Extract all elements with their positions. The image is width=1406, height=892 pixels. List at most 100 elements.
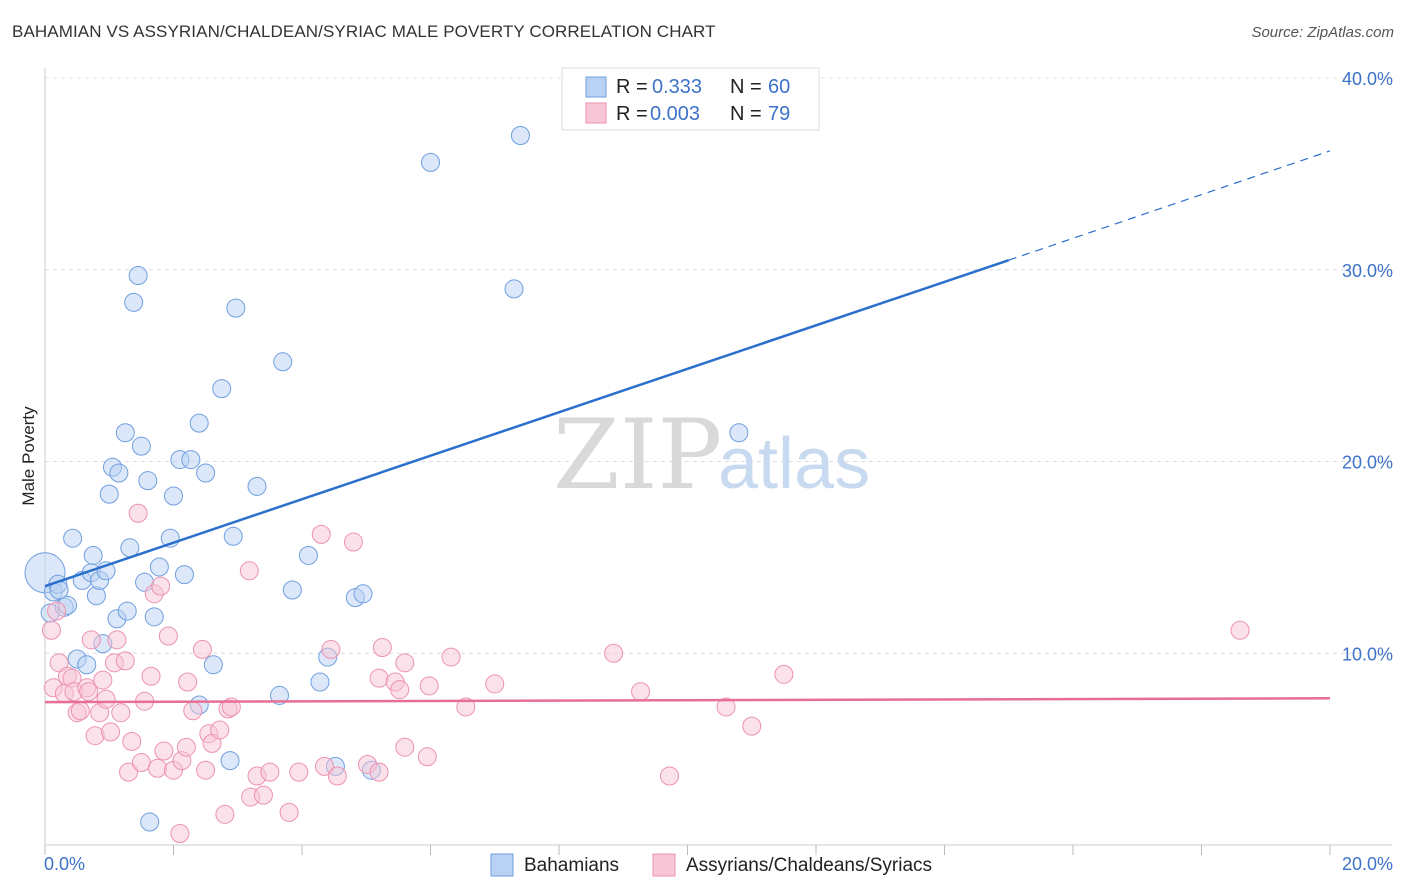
x-tick-label-0: 0.0% — [44, 854, 85, 874]
chart-title: BAHAMIAN VS ASSYRIAN/CHALDEAN/SYRIAC MAL… — [12, 22, 716, 41]
legend-top: R = 0.333 N = 60 R = 0.003 N = 79 — [561, 67, 820, 131]
point-assyrians-56 — [321, 639, 341, 659]
point-assyrians-62 — [372, 637, 392, 657]
point-assyrians-17 — [101, 722, 121, 742]
point-assyrians-16 — [96, 689, 116, 709]
axis-layer — [44, 68, 1392, 855]
point-bahamians-44 — [226, 298, 246, 318]
legend-bottom: Bahamians Assyrians/Chaldeans/Syriacs — [490, 853, 932, 877]
point-bahamians-33 — [164, 486, 183, 506]
point-bahamians-26 — [131, 436, 151, 456]
legend-n-label-1: N = — [730, 103, 762, 125]
point-bahamians-41 — [212, 379, 232, 399]
point-assyrians-54 — [311, 524, 331, 544]
bottom-legend-label-bahamians: Bahamians — [524, 855, 619, 876]
point-assyrians-68 — [419, 676, 439, 696]
legend-n-value-0: 60 — [768, 76, 790, 98]
point-assyrians-72 — [604, 643, 624, 663]
point-assyrians-36 — [176, 737, 196, 757]
trend-layer — [44, 150, 1331, 704]
point-assyrians-22 — [119, 762, 139, 782]
watermark: ZIP atlas — [553, 399, 870, 511]
labels-layer: 10.0% 20.0% 30.0% 40.0% 0.0% 20.0% — [44, 69, 1393, 874]
point-assyrians-64 — [390, 680, 410, 700]
point-bahamians-10 — [77, 655, 97, 675]
trendline-bahamians-extension — [1008, 150, 1331, 261]
point-assyrians-25 — [131, 753, 151, 773]
point-bahamians-54 — [353, 584, 373, 604]
legend-r-value-0: 0.333 — [652, 76, 702, 98]
point-bahamians-24 — [124, 292, 144, 312]
point-assyrians-70 — [456, 697, 476, 717]
point-bahamians-25 — [128, 266, 148, 286]
point-assyrians-39 — [192, 639, 212, 659]
point-bahamians-37 — [189, 413, 209, 433]
point-bahamians-58 — [510, 126, 530, 146]
point-bahamians-19 — [109, 463, 129, 483]
point-bahamians-56 — [421, 152, 440, 172]
point-assyrians-27 — [141, 666, 161, 686]
point-bahamians-46 — [273, 352, 293, 372]
point-assyrians-67 — [417, 747, 437, 767]
point-assyrians-75 — [716, 697, 736, 717]
point-assyrians-30 — [151, 576, 171, 596]
point-assyrians-11 — [79, 682, 99, 702]
point-assyrians-48 — [239, 561, 259, 581]
legend-n-label-0: N = — [730, 76, 762, 98]
point-bahamians-50 — [310, 672, 330, 692]
point-assyrians-44 — [215, 804, 235, 824]
point-assyrians-60 — [369, 762, 389, 782]
legend-swatch-assyrians — [585, 102, 607, 124]
point-assyrians-66 — [395, 653, 415, 673]
point-bahamians-35 — [174, 565, 194, 585]
point-assyrians-69 — [441, 647, 461, 667]
legend-n-value-1: 79 — [768, 103, 790, 125]
point-assyrians-37 — [178, 672, 198, 692]
point-assyrians-51 — [260, 762, 280, 782]
trendline-assyrians — [44, 697, 1331, 704]
point-assyrians-71 — [485, 674, 505, 694]
point-bahamians-47 — [282, 580, 302, 600]
point-assyrians-57 — [327, 766, 347, 786]
point-assyrians-74 — [660, 766, 680, 786]
point-assyrians-20 — [111, 703, 131, 723]
point-bahamians-29 — [140, 812, 160, 832]
point-bahamians-12 — [83, 545, 103, 565]
point-assyrians-77 — [774, 664, 794, 684]
legend-swatch-bahamians — [585, 76, 607, 98]
point-assyrians-21 — [115, 651, 135, 671]
point-bahamians-28 — [138, 471, 158, 491]
legend-r-label-1: R = — [616, 103, 648, 125]
point-assyrians-55 — [314, 756, 334, 776]
point-bahamians-49 — [298, 545, 318, 565]
point-bahamians-39 — [196, 463, 216, 483]
point-bahamians-17 — [99, 484, 119, 504]
bottom-legend-label-assyrians: Assyrians/Chaldeans/Syriacs — [686, 855, 932, 876]
point-assyrians-43 — [210, 720, 230, 740]
point-assyrians-58 — [343, 532, 363, 552]
point-bahamians-59 — [729, 423, 749, 443]
point-bahamians-48 — [270, 685, 290, 705]
points-layer — [24, 126, 1250, 843]
point-bahamians-40 — [203, 655, 223, 675]
point-assyrians-2 — [47, 601, 67, 621]
point-assyrians-65 — [395, 737, 415, 757]
bottom-legend-swatch-bahamians — [490, 853, 514, 877]
point-assyrians-78 — [1230, 620, 1250, 640]
point-assyrians-24 — [128, 503, 148, 523]
x-tick-label-1: 20.0% — [1342, 854, 1393, 874]
point-assyrians-76 — [742, 716, 762, 736]
point-assyrians-32 — [158, 626, 178, 646]
watermark-zip: ZIP — [553, 399, 722, 511]
y-tick-label-2: 30.0% — [1342, 261, 1393, 281]
point-assyrians-15 — [93, 670, 113, 690]
y-tick-label-3: 40.0% — [1342, 69, 1393, 89]
point-bahamians-31 — [149, 557, 169, 577]
point-assyrians-50 — [253, 785, 273, 805]
point-assyrians-19 — [107, 630, 127, 650]
point-bahamians-7 — [63, 528, 83, 548]
point-bahamians-21 — [115, 423, 135, 443]
point-assyrians-38 — [183, 701, 203, 721]
point-bahamians-43 — [223, 526, 243, 546]
